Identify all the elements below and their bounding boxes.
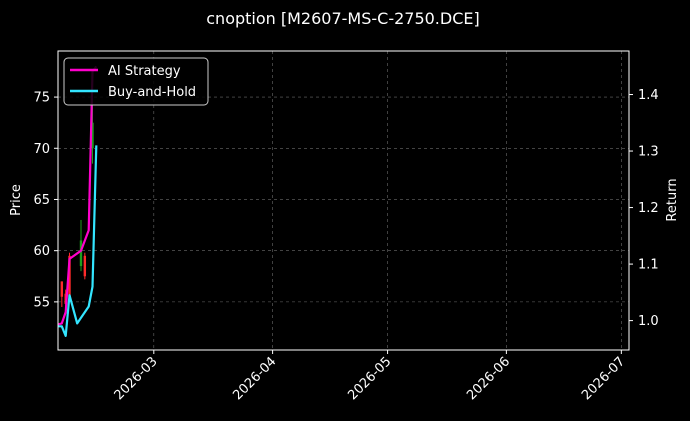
right-axis-ticks: 1.0 1.1 1.2 1.3 1.4 [629, 88, 659, 329]
left-axis-label: Price [9, 184, 24, 216]
legend-label-buy-and-hold: Buy-and-Hold [108, 85, 196, 100]
right-axis-label: Return [665, 178, 680, 221]
candle-body [68, 255, 71, 297]
left-tick-label: 70 [33, 142, 50, 157]
left-tick-label: 75 [33, 91, 50, 106]
right-tick-label: 1.2 [638, 201, 659, 216]
candle-body [91, 122, 94, 149]
chart-title: cnoption [M2607-MS-C-2750.DCE] [206, 9, 479, 28]
candle-body [60, 281, 64, 297]
x-tick-label: 2026-04 [230, 354, 279, 403]
right-tick-label: 1.0 [638, 314, 659, 329]
x-tick-label: 2026-06 [464, 354, 513, 403]
left-tick-label: 60 [33, 244, 50, 259]
right-tick-label: 1.1 [638, 258, 659, 273]
candle-body [83, 255, 87, 277]
legend-box [63, 57, 209, 106]
right-tick-label: 1.3 [638, 145, 659, 160]
x-axis-ticks: 2026-03 2026-04 2026-05 2026-06 2026-07 [112, 350, 628, 403]
left-axis-ticks: 55 60 65 70 75 [33, 91, 58, 310]
plot-frame [57, 50, 630, 351]
series-line-buy-and-hold [58, 145, 98, 337]
candle-body [79, 240, 83, 267]
series-lines [57, 65, 98, 337]
left-tick-label: 55 [33, 295, 50, 310]
right-tick-label: 1.4 [638, 88, 659, 103]
left-tick-label: 65 [33, 193, 50, 208]
x-tick-label: 2026-07 [579, 354, 628, 403]
x-tick-label: 2026-03 [112, 354, 161, 403]
x-tick-label: 2026-05 [345, 354, 394, 403]
legend: AI Strategy Buy-and-Hold [63, 57, 209, 106]
legend-label-ai-strategy: AI Strategy [108, 64, 181, 79]
